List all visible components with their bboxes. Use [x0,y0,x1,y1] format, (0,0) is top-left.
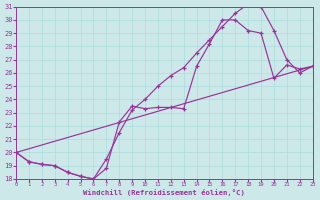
X-axis label: Windchill (Refroidissement éolien,°C): Windchill (Refroidissement éolien,°C) [84,189,245,196]
